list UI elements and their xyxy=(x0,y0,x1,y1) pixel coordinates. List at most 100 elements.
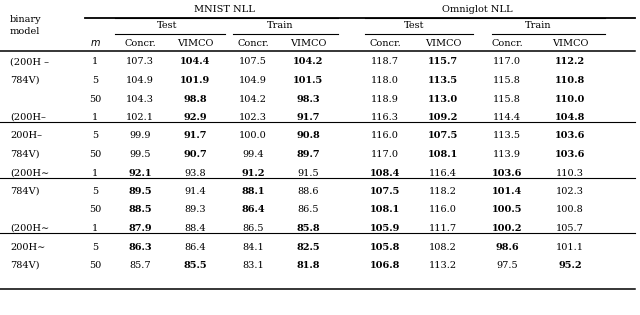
Text: 89.5: 89.5 xyxy=(128,187,152,196)
Text: 97.5: 97.5 xyxy=(496,261,518,270)
Text: 99.4: 99.4 xyxy=(242,150,264,159)
Text: 98.8: 98.8 xyxy=(183,94,207,104)
Text: 50: 50 xyxy=(89,150,101,159)
Text: $m$: $m$ xyxy=(90,38,100,48)
Text: (200H –: (200H – xyxy=(10,58,49,66)
Text: 784V): 784V) xyxy=(10,150,40,159)
Text: 95.2: 95.2 xyxy=(558,261,582,270)
Text: 104.3: 104.3 xyxy=(126,94,154,104)
Text: 82.5: 82.5 xyxy=(296,243,320,251)
Text: 110.8: 110.8 xyxy=(555,76,585,85)
Text: Concr.: Concr. xyxy=(237,38,269,48)
Text: 92.9: 92.9 xyxy=(183,113,207,122)
Text: 88.5: 88.5 xyxy=(128,205,152,215)
Text: 114.4: 114.4 xyxy=(493,113,521,122)
Text: 113.0: 113.0 xyxy=(428,94,458,104)
Text: 108.1: 108.1 xyxy=(370,205,400,215)
Text: 103.6: 103.6 xyxy=(492,169,522,177)
Text: 104.9: 104.9 xyxy=(239,76,267,85)
Text: VIMCO: VIMCO xyxy=(290,38,326,48)
Text: 85.7: 85.7 xyxy=(129,261,151,270)
Text: 116.0: 116.0 xyxy=(429,205,457,215)
Text: 784V): 784V) xyxy=(10,187,40,196)
Text: 107.5: 107.5 xyxy=(239,58,267,66)
Text: 89.7: 89.7 xyxy=(296,150,320,159)
Text: 92.1: 92.1 xyxy=(128,169,152,177)
Text: 112.2: 112.2 xyxy=(555,58,585,66)
Text: 86.4: 86.4 xyxy=(184,243,206,251)
Text: 104.8: 104.8 xyxy=(555,113,585,122)
Text: 200H∼: 200H∼ xyxy=(10,243,45,251)
Text: 86.5: 86.5 xyxy=(297,205,319,215)
Text: 87.9: 87.9 xyxy=(128,224,152,233)
Text: 107.5: 107.5 xyxy=(428,131,458,140)
Text: 110.0: 110.0 xyxy=(555,94,585,104)
Text: 784V): 784V) xyxy=(10,76,40,85)
Text: 109.2: 109.2 xyxy=(428,113,458,122)
Text: MNIST NLL: MNIST NLL xyxy=(193,5,255,14)
Text: 116.3: 116.3 xyxy=(371,113,399,122)
Text: Test: Test xyxy=(404,21,424,31)
Text: 91.7: 91.7 xyxy=(296,113,320,122)
Text: 89.3: 89.3 xyxy=(184,205,206,215)
Text: 50: 50 xyxy=(89,261,101,270)
Text: 85.5: 85.5 xyxy=(183,261,207,270)
Text: 100.5: 100.5 xyxy=(492,205,522,215)
Text: VIMCO: VIMCO xyxy=(552,38,588,48)
Text: 105.7: 105.7 xyxy=(556,224,584,233)
Text: 116.4: 116.4 xyxy=(429,169,457,177)
Text: 118.0: 118.0 xyxy=(371,76,399,85)
Text: 105.8: 105.8 xyxy=(370,243,400,251)
Text: 103.6: 103.6 xyxy=(555,150,585,159)
Text: 5: 5 xyxy=(92,76,98,85)
Text: 88.1: 88.1 xyxy=(241,187,265,196)
Text: Concr.: Concr. xyxy=(491,38,523,48)
Text: 200H–: 200H– xyxy=(10,131,42,140)
Text: binary: binary xyxy=(10,15,42,25)
Text: VIMCO: VIMCO xyxy=(177,38,213,48)
Text: 103.6: 103.6 xyxy=(555,131,585,140)
Text: (200H∼: (200H∼ xyxy=(10,169,49,177)
Text: (200H–: (200H– xyxy=(10,113,46,122)
Text: 108.2: 108.2 xyxy=(429,243,457,251)
Text: 86.3: 86.3 xyxy=(128,243,152,251)
Text: Train: Train xyxy=(525,21,552,31)
Text: 100.0: 100.0 xyxy=(239,131,267,140)
Text: 115.8: 115.8 xyxy=(493,94,521,104)
Text: 50: 50 xyxy=(89,205,101,215)
Text: 784V): 784V) xyxy=(10,261,40,270)
Text: 5: 5 xyxy=(92,243,98,251)
Text: 102.3: 102.3 xyxy=(239,113,267,122)
Text: VIMCO: VIMCO xyxy=(425,38,461,48)
Text: 101.1: 101.1 xyxy=(556,243,584,251)
Text: 1: 1 xyxy=(92,224,98,233)
Text: 100.8: 100.8 xyxy=(556,205,584,215)
Text: 91.4: 91.4 xyxy=(184,187,206,196)
Text: 90.8: 90.8 xyxy=(296,131,320,140)
Text: 99.5: 99.5 xyxy=(129,150,151,159)
Text: 111.7: 111.7 xyxy=(429,224,457,233)
Text: 107.3: 107.3 xyxy=(126,58,154,66)
Text: 102.1: 102.1 xyxy=(126,113,154,122)
Text: 104.2: 104.2 xyxy=(239,94,267,104)
Text: 84.1: 84.1 xyxy=(242,243,264,251)
Text: 113.9: 113.9 xyxy=(493,150,521,159)
Text: 100.2: 100.2 xyxy=(492,224,522,233)
Text: 93.8: 93.8 xyxy=(184,169,206,177)
Text: 108.1: 108.1 xyxy=(428,150,458,159)
Text: 113.2: 113.2 xyxy=(429,261,457,270)
Text: 118.2: 118.2 xyxy=(429,187,457,196)
Text: 101.9: 101.9 xyxy=(180,76,210,85)
Text: 113.5: 113.5 xyxy=(493,131,521,140)
Text: 98.3: 98.3 xyxy=(296,94,320,104)
Text: 110.3: 110.3 xyxy=(556,169,584,177)
Text: 90.7: 90.7 xyxy=(183,150,207,159)
Text: 1: 1 xyxy=(92,113,98,122)
Text: 98.6: 98.6 xyxy=(495,243,519,251)
Text: 91.2: 91.2 xyxy=(241,169,265,177)
Text: 101.4: 101.4 xyxy=(492,187,522,196)
Text: 91.5: 91.5 xyxy=(297,169,319,177)
Text: 50: 50 xyxy=(89,94,101,104)
Text: 116.0: 116.0 xyxy=(371,131,399,140)
Text: 107.5: 107.5 xyxy=(370,187,400,196)
